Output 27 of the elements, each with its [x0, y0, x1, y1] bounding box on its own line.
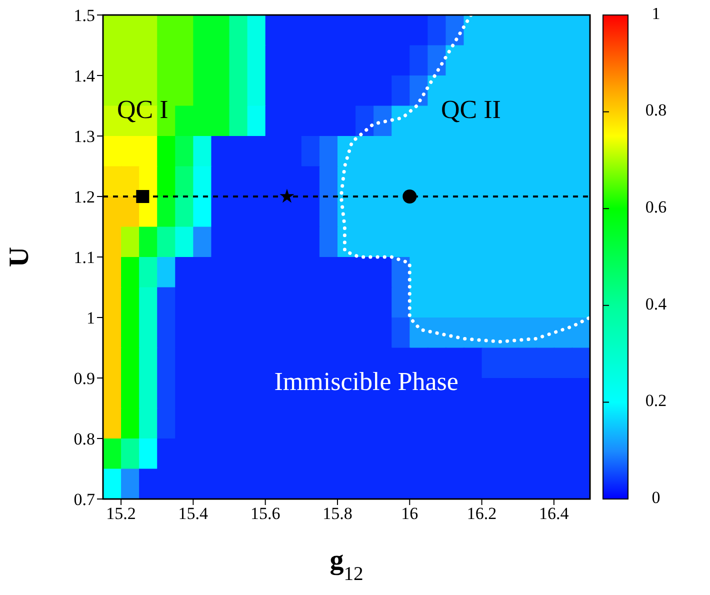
y-tick-label: 0.7: [74, 490, 96, 510]
x-tick-label: 15.8: [322, 504, 352, 524]
color-bar-label: 0.6: [645, 198, 667, 217]
color-bar-label: 0.4: [645, 294, 668, 314]
y-tick-label: 1.4: [74, 66, 96, 86]
annotation: Immiscible Phase: [274, 367, 458, 396]
color-bar-label: 0.8: [645, 100, 667, 120]
y-tick-label: 1.2: [74, 188, 95, 207]
color-bar-label: 0.2: [645, 391, 667, 410]
annotation: QC I: [117, 94, 168, 124]
x-tick-label: 16: [401, 504, 418, 524]
y-tick-label: 1.3: [74, 127, 95, 146]
y-tick-label: 1.1: [74, 248, 95, 268]
x-tick-label: 15.2: [106, 504, 136, 524]
color-bar-label: 1: [652, 4, 660, 23]
x-tick-label: 15.4: [178, 504, 209, 524]
x-tick-label: 16.2: [466, 504, 497, 524]
color-bar-label: 0: [652, 488, 660, 507]
y-tick-label: 1.5: [74, 6, 95, 26]
y-axis-title: U: [4, 246, 35, 268]
annotation: QC II: [440, 94, 501, 124]
x-tick-label: 16.4: [539, 504, 570, 524]
y-tick-label: 0.9: [74, 369, 95, 388]
x-axis-title: g$_{12}$: [330, 545, 364, 584]
y-tick-label: 1: [86, 308, 95, 328]
y-tick-label: 0.8: [74, 430, 95, 449]
x-tick-label: 15.6: [250, 504, 280, 524]
